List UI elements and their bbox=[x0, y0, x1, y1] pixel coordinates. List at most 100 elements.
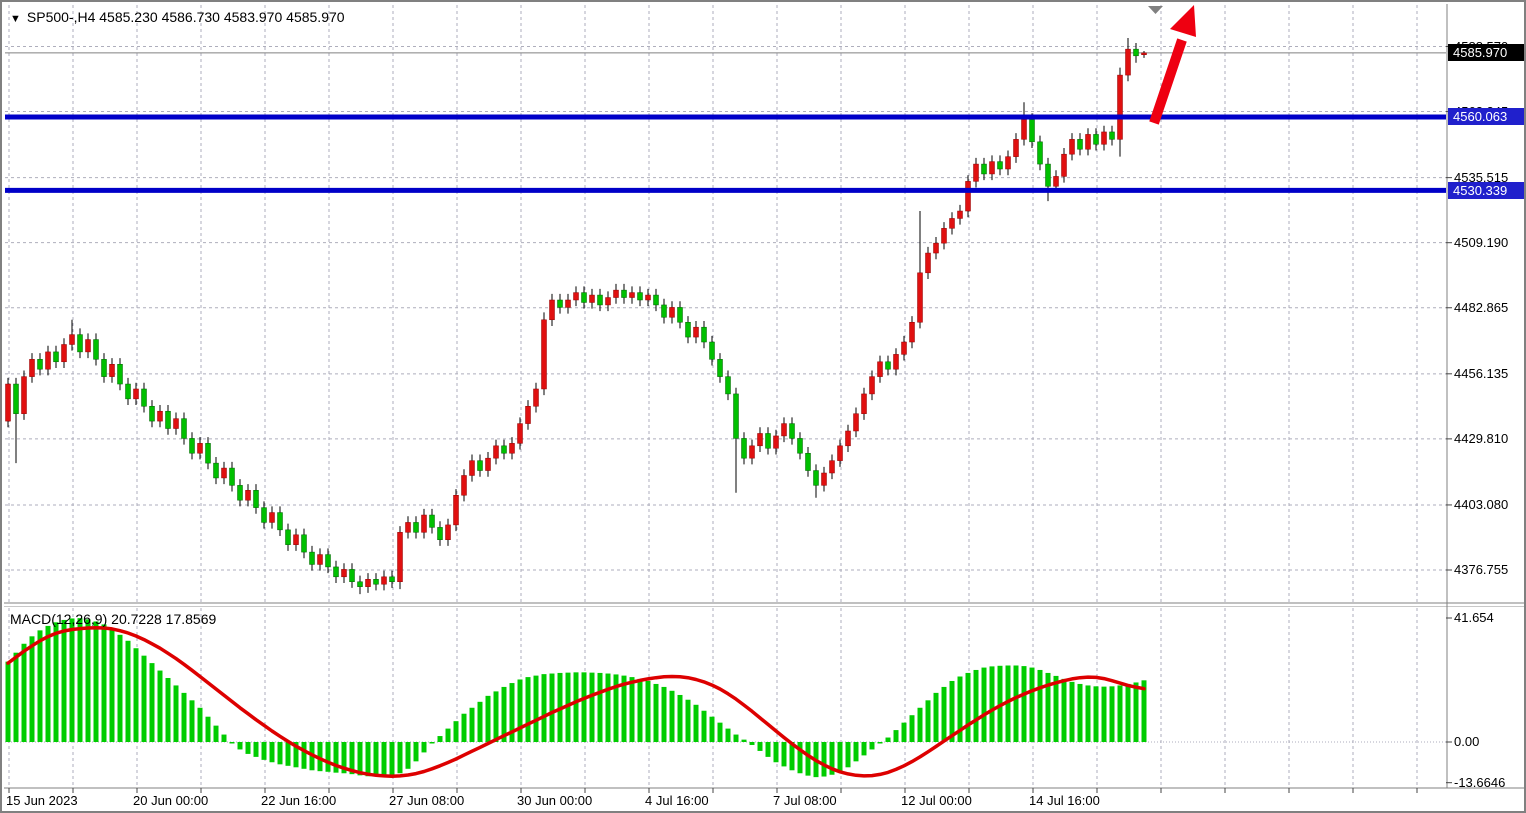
symbol-dropdown-icon[interactable]: ▼ bbox=[10, 13, 21, 25]
macd-histogram-bar bbox=[1029, 667, 1035, 742]
bull-candle bbox=[669, 307, 675, 318]
bull-candle bbox=[525, 406, 531, 424]
macd-histogram-bar bbox=[461, 713, 467, 742]
macd-histogram-bar bbox=[741, 739, 747, 742]
bull-candle bbox=[941, 228, 947, 244]
bear-candle bbox=[997, 161, 1003, 170]
bull-candle bbox=[69, 334, 75, 345]
macd-histogram-bar bbox=[621, 675, 627, 742]
macd-histogram-bar bbox=[21, 643, 27, 742]
bull-candle bbox=[1141, 52, 1147, 56]
trend-arrow-head[interactable] bbox=[1170, 5, 1196, 37]
macd-histogram-bar bbox=[669, 690, 675, 742]
bear-candle bbox=[13, 383, 19, 414]
macd-histogram-bar bbox=[189, 700, 195, 742]
macd-histogram-bar bbox=[893, 730, 899, 742]
macd-histogram-bar bbox=[1125, 683, 1131, 742]
macd-histogram-bar bbox=[837, 742, 843, 772]
scroll-marker-icon bbox=[1148, 6, 1163, 14]
macd-histogram-bar bbox=[701, 710, 707, 742]
bear-candle bbox=[981, 163, 987, 175]
bear-candle bbox=[125, 383, 131, 400]
macd-histogram-bar bbox=[877, 742, 883, 744]
macd-histogram-bar bbox=[229, 742, 235, 744]
bull-candle bbox=[293, 534, 299, 545]
bear-candle bbox=[789, 423, 795, 439]
bull-candle bbox=[445, 524, 451, 540]
bear-candle bbox=[653, 294, 659, 306]
bear-candle bbox=[1077, 139, 1083, 150]
bull-candle bbox=[405, 522, 411, 533]
macd-histogram-bar bbox=[885, 737, 891, 742]
macd-histogram-bar bbox=[1101, 686, 1107, 742]
macd-histogram-bar bbox=[509, 683, 515, 742]
macd-histogram-bar bbox=[293, 742, 299, 768]
macd-histogram-bar bbox=[661, 686, 667, 742]
macd-histogram-bar bbox=[1005, 665, 1011, 742]
macd-histogram-bar bbox=[53, 622, 59, 742]
price-axis-label: 4482.865 bbox=[1454, 299, 1509, 315]
bear-candle bbox=[373, 579, 379, 585]
macd-histogram-bar bbox=[989, 666, 995, 742]
trend-arrow-shaft[interactable] bbox=[1149, 38, 1187, 125]
bear-candle bbox=[557, 299, 563, 308]
bear-candle bbox=[229, 467, 235, 486]
bear-candle bbox=[301, 534, 307, 553]
macd-histogram-bar bbox=[453, 721, 459, 742]
macd-histogram-bar bbox=[381, 742, 387, 776]
bull-candle bbox=[173, 418, 179, 429]
bull-candle bbox=[29, 359, 35, 377]
bull-candle bbox=[21, 376, 27, 414]
bull-candle bbox=[1005, 156, 1011, 170]
bear-candle bbox=[93, 339, 99, 360]
bull-candle bbox=[61, 344, 67, 363]
bull-candle bbox=[629, 292, 635, 298]
macd-histogram-bar bbox=[1109, 686, 1115, 742]
macd-histogram-bar bbox=[477, 701, 483, 742]
macd-histogram-bar bbox=[373, 742, 379, 777]
bear-candle bbox=[581, 292, 587, 303]
bull-candle bbox=[917, 272, 923, 323]
bull-candle bbox=[749, 445, 755, 459]
bear-candle bbox=[661, 304, 667, 318]
time-axis-label: 22 Jun 16:00 bbox=[261, 793, 337, 808]
bear-candle bbox=[1029, 119, 1035, 143]
macd-histogram-bar bbox=[317, 742, 323, 772]
macd-histogram-bar bbox=[445, 728, 451, 742]
macd-histogram-bar bbox=[485, 695, 491, 742]
time-axis-label: 30 Jun 00:00 bbox=[517, 793, 593, 808]
bear-candle bbox=[189, 438, 195, 454]
macd-histogram-bar bbox=[805, 742, 811, 776]
macd-histogram-bar bbox=[901, 722, 907, 742]
macd-histogram-bar bbox=[437, 736, 443, 742]
bear-candle bbox=[117, 364, 123, 385]
bull-candle bbox=[133, 388, 139, 400]
bull-candle bbox=[757, 433, 763, 447]
bear-candle bbox=[325, 554, 331, 568]
macd-histogram-bar bbox=[1045, 672, 1051, 742]
macd-histogram-bar bbox=[829, 742, 835, 775]
bull-candle bbox=[381, 576, 387, 585]
bull-candle bbox=[845, 430, 851, 447]
macd-histogram-bar bbox=[493, 691, 499, 742]
macd-histogram-bar bbox=[197, 707, 203, 742]
macd-histogram-bar bbox=[981, 667, 987, 742]
time-axis-label: 14 Jul 16:00 bbox=[1029, 793, 1100, 808]
macd-histogram-bar bbox=[45, 625, 51, 742]
macd-histogram-bar bbox=[941, 686, 947, 742]
bull-candle bbox=[509, 443, 515, 454]
price-axis-label: 4509.190 bbox=[1454, 234, 1509, 250]
bear-candle bbox=[213, 462, 219, 479]
bear-candle bbox=[733, 393, 739, 439]
bull-candle bbox=[45, 351, 51, 370]
macd-histogram-bar bbox=[517, 679, 523, 742]
bull-candle bbox=[469, 460, 475, 476]
macd-signal-line bbox=[6, 625, 1146, 778]
bear-candle bbox=[621, 289, 627, 298]
bull-candle bbox=[461, 475, 467, 496]
bear-candle bbox=[1093, 134, 1099, 145]
bull-candle bbox=[1117, 74, 1123, 140]
macd-histogram-bar bbox=[85, 619, 91, 742]
